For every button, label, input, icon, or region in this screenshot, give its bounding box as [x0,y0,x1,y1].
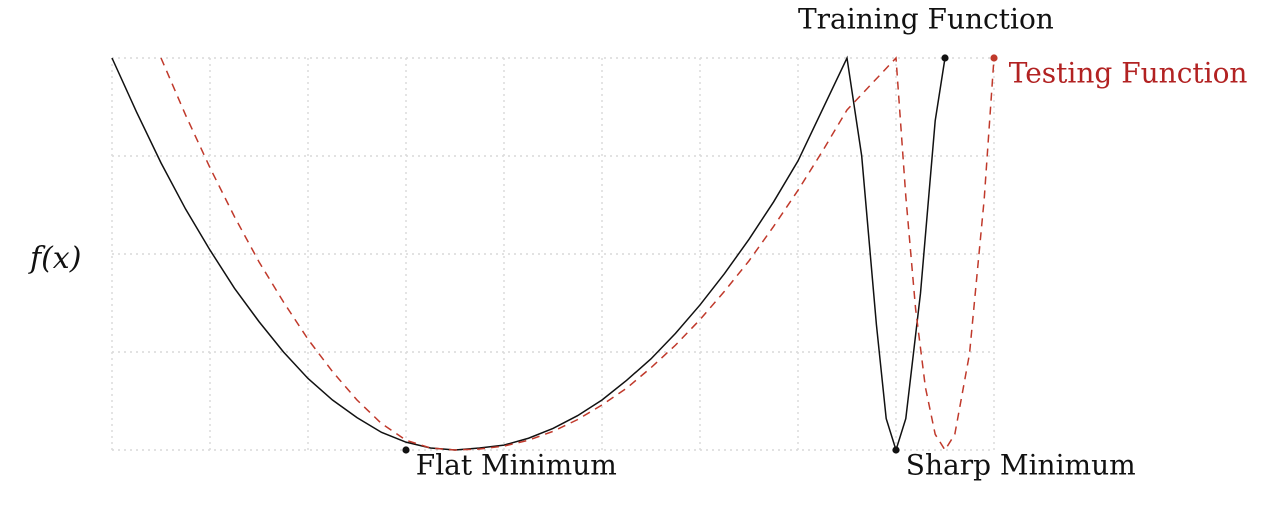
testing-function-curve [160,56,995,452]
points-layer [402,54,998,454]
y-axis-label: f(x) [28,241,81,276]
sharp-minimum-point [892,446,900,454]
testing-function-label: Testing Function [1009,57,1248,90]
grid [111,57,995,451]
labels-layer: Training Function Testing Function Flat Mi… [416,3,1248,482]
flat-minimum-point [402,446,410,454]
sharp-minimum-label: Sharp Minimum [906,449,1136,482]
training-function-point [941,54,949,62]
testing-function-point [990,54,998,62]
series-layer [111,55,995,453]
training-function-label: Training Function [798,3,1054,36]
training-function-curve [111,55,946,453]
flat-minimum-label: Flat Minimum [416,449,617,482]
